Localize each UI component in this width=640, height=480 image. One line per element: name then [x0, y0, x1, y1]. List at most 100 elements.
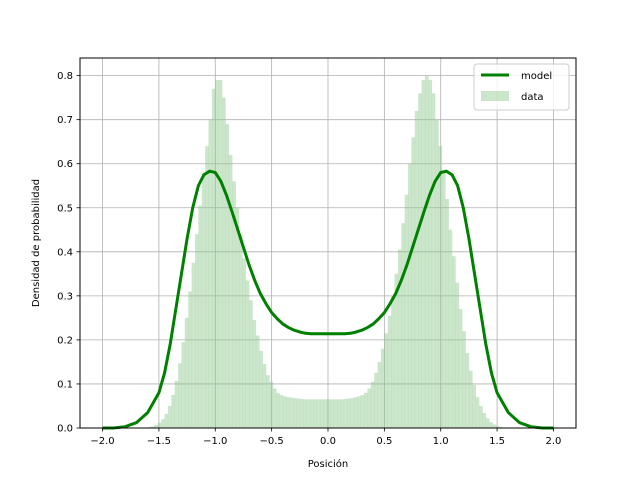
histogram-bar-75 — [401, 223, 405, 428]
histogram-bar-9 — [178, 363, 182, 428]
histogram-bar-30 — [249, 300, 253, 428]
histogram-bar-5 — [164, 413, 169, 428]
x-tick-label-3: −0.5 — [259, 436, 283, 447]
y-tick-label-3: 0.3 — [57, 291, 73, 302]
histogram-bar-23 — [225, 124, 230, 429]
histogram-bar-47 — [306, 399, 311, 428]
histogram-bar-72 — [391, 295, 395, 428]
histogram-bar-58 — [343, 398, 348, 428]
histogram-bar-83 — [428, 80, 433, 429]
x-axis-ticks: −2.0 −1.5 −1.0 −0.5 0.0 0.5 1.0 1.5 2.0 — [90, 428, 561, 447]
x-tick-label-6: 1.0 — [433, 436, 449, 447]
y-tick-label-7: 0.7 — [57, 115, 73, 126]
x-tick-label-7: 1.5 — [489, 436, 505, 447]
histogram-bar-90 — [452, 256, 456, 428]
histogram-bar-28 — [242, 258, 247, 428]
histogram-bar-22 — [222, 97, 226, 429]
grid — [80, 58, 576, 429]
y-axis-label: Densidad de probabilidad — [31, 179, 42, 307]
histogram-bar-26 — [235, 207, 240, 428]
histogram-bar-81 — [421, 80, 426, 429]
histogram-bar-4 — [161, 419, 165, 428]
histogram-bar-43 — [293, 398, 297, 428]
histogram-bar-31 — [252, 320, 257, 428]
histogram-bar-25 — [232, 181, 236, 428]
histogram-bars — [147, 75, 507, 429]
histogram-bar-103 — [495, 426, 500, 428]
histogram-bar-24 — [228, 154, 233, 428]
histogram-bar-14 — [194, 234, 199, 428]
histogram-bar-94 — [465, 353, 470, 428]
histogram-bar-57 — [340, 399, 345, 428]
y-tick-label-6: 0.6 — [57, 159, 73, 170]
histogram-bar-96 — [472, 384, 476, 428]
histogram-bar-13 — [191, 262, 196, 428]
legend-data-swatch — [481, 91, 509, 101]
histogram-bar-49 — [313, 399, 318, 428]
y-tick-label-1: 0.1 — [57, 379, 73, 390]
histogram-bar-73 — [394, 273, 399, 428]
histogram-bar-29 — [245, 280, 250, 428]
histogram-bar-46 — [303, 399, 307, 428]
histogram-bar-82 — [424, 75, 429, 428]
histogram-bar-20 — [215, 80, 219, 429]
legend: model data — [473, 63, 570, 111]
histogram-bar-53 — [326, 399, 331, 428]
histogram-bar-1 — [151, 426, 155, 428]
histogram-bar-59 — [347, 398, 351, 428]
histogram-bar-65 — [367, 388, 372, 428]
histogram-bar-18 — [208, 119, 213, 429]
histogram-bar-8 — [174, 380, 179, 428]
histogram-bar-87 — [441, 172, 446, 428]
histogram-bar-11 — [184, 317, 189, 428]
histogram-bar-56 — [337, 399, 341, 428]
histogram-bar-67 — [374, 372, 378, 428]
histogram-bar-70 — [384, 333, 389, 428]
histogram-bar-37 — [272, 388, 277, 428]
histogram-bar-7 — [171, 394, 175, 428]
histogram-bar-95 — [468, 370, 473, 428]
histogram-bar-39 — [279, 394, 284, 428]
y-tick-label-8: 0.8 — [57, 71, 73, 82]
histogram-bar-80 — [418, 93, 422, 428]
model-line — [102, 169, 554, 430]
histogram-bar-85 — [435, 119, 439, 429]
histogram-bar-16 — [201, 172, 206, 428]
x-tick-label-5: 0.5 — [376, 436, 392, 447]
histogram-bar-35 — [266, 375, 270, 428]
y-tick-label-4: 0.4 — [57, 247, 73, 258]
histogram-bar-19 — [211, 88, 216, 428]
histogram-bar-62 — [357, 396, 361, 428]
histogram-bar-54 — [330, 399, 334, 428]
x-tick-label-2: −1.0 — [203, 436, 227, 447]
histogram-bar-78 — [411, 137, 416, 429]
histogram-bar-79 — [414, 110, 419, 428]
histogram-bar-99 — [482, 413, 487, 428]
histogram-bar-84 — [431, 93, 436, 428]
histogram-bar-88 — [445, 198, 449, 428]
histogram-bar-52 — [323, 399, 328, 428]
histogram-bar-76 — [404, 194, 409, 428]
legend-model-label: model — [521, 71, 552, 82]
histogram-bar-3 — [157, 422, 162, 428]
x-axis-label: Posición — [308, 458, 349, 470]
histogram-bar-17 — [205, 146, 209, 428]
histogram-bar-45 — [299, 398, 304, 428]
histogram-bar-15 — [198, 205, 203, 428]
histogram-bar-42 — [289, 397, 294, 428]
histogram-bar-36 — [269, 381, 274, 428]
y-axis-ticks: 0.0 0.1 0.2 0.3 0.4 0.5 0.6 0.7 0.8 — [57, 71, 80, 435]
y-tick-label-5: 0.5 — [57, 203, 73, 214]
x-tick-label-1: −1.5 — [147, 436, 171, 447]
histogram-bar-101 — [489, 422, 493, 428]
histogram-bar-60 — [350, 398, 355, 428]
histogram-bar-68 — [377, 361, 382, 428]
histogram-bar-92 — [458, 309, 463, 428]
histogram-bar-38 — [276, 392, 280, 428]
histogram-bar-98 — [479, 405, 483, 428]
histogram-bar-97 — [475, 397, 480, 428]
histogram-bar-10 — [181, 342, 186, 428]
histogram-bar-89 — [448, 229, 453, 428]
histogram-bar-77 — [408, 163, 412, 428]
histogram-bar-40 — [282, 396, 287, 428]
